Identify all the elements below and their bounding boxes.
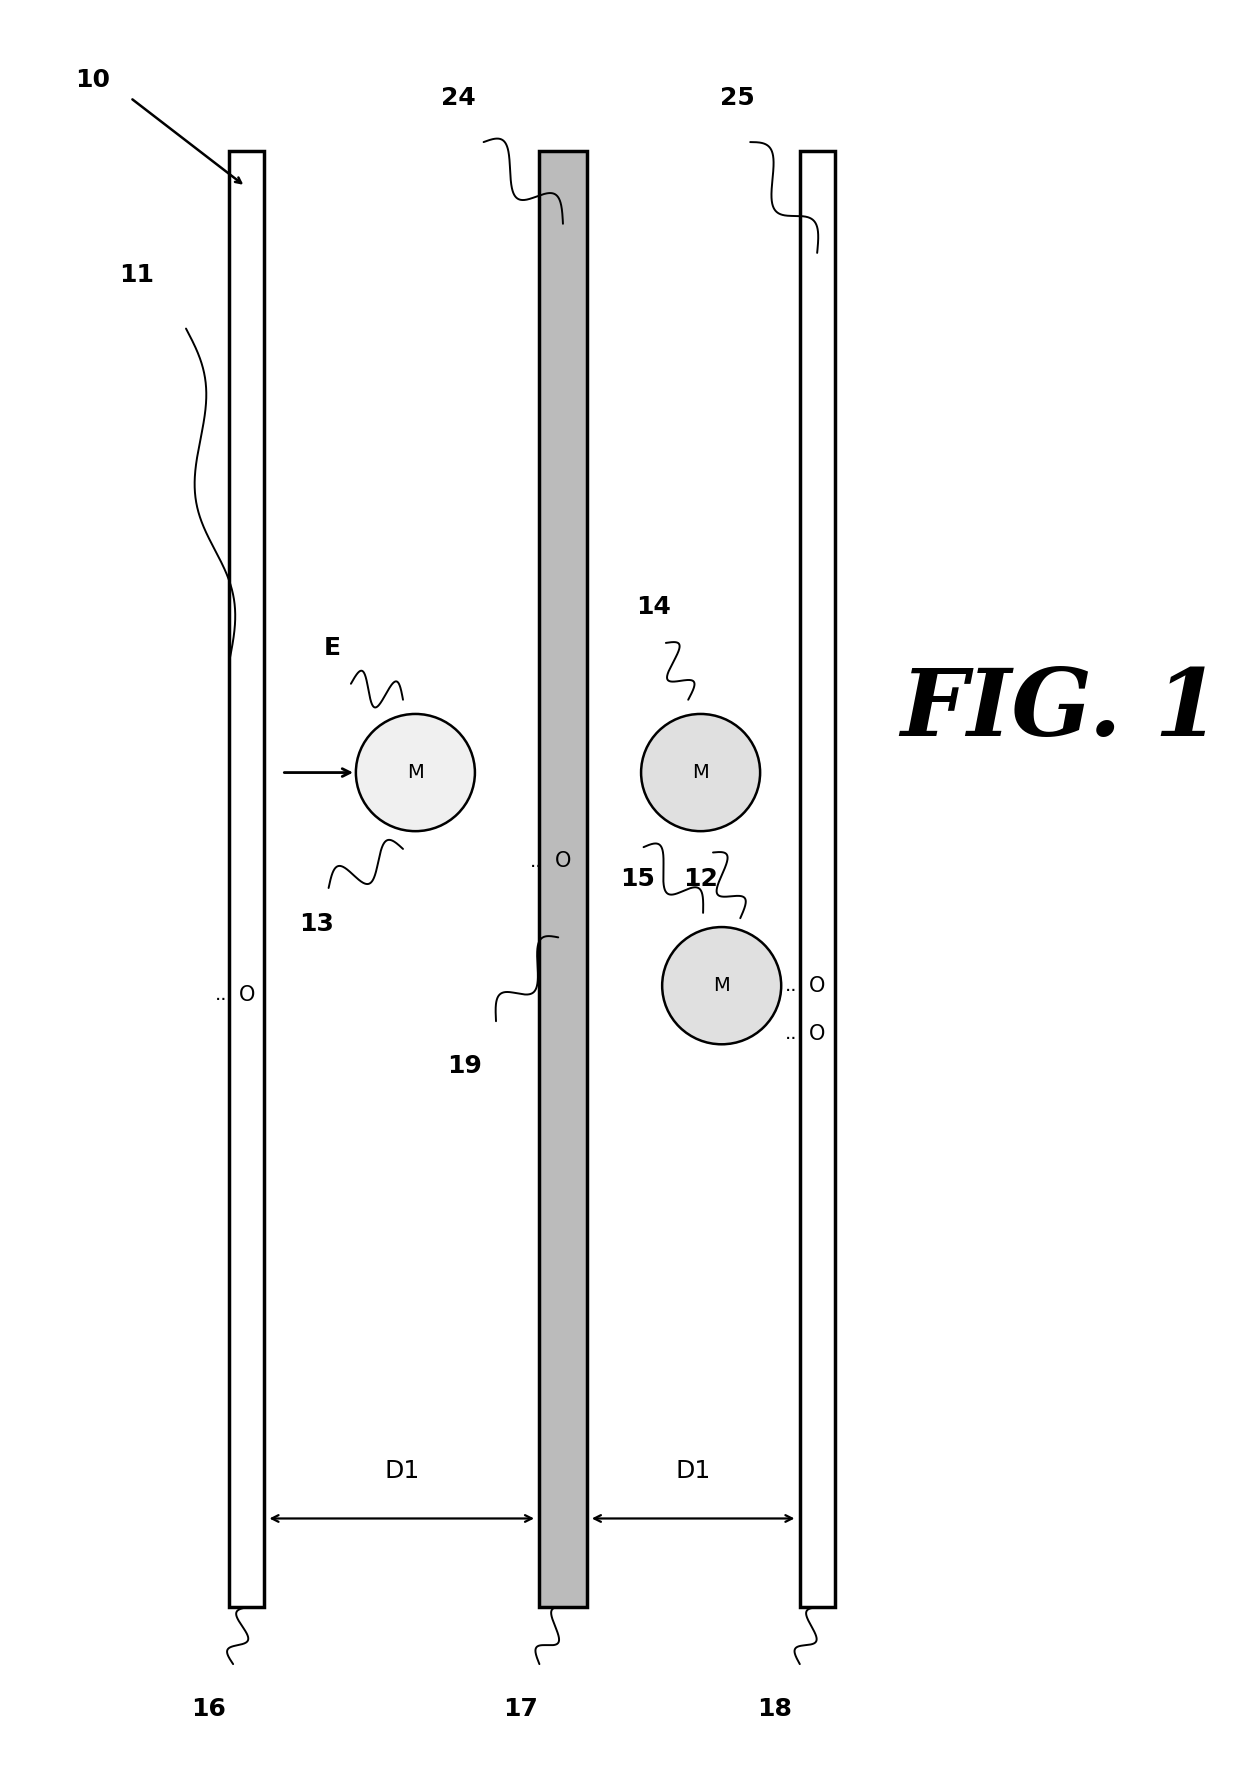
Text: 11: 11: [119, 263, 154, 288]
Text: D1: D1: [676, 1458, 711, 1483]
Bar: [800, 151, 835, 1607]
Text: 24: 24: [441, 85, 476, 110]
Text: D1: D1: [384, 1458, 419, 1483]
Text: ..: ..: [785, 1025, 797, 1043]
Text: 19: 19: [448, 1053, 482, 1078]
Text: O: O: [554, 851, 572, 872]
Text: ..: ..: [785, 977, 797, 995]
Text: O: O: [808, 975, 826, 996]
Text: 12: 12: [683, 867, 718, 892]
Text: 15: 15: [620, 867, 655, 892]
Text: 18: 18: [758, 1696, 792, 1721]
Text: 13: 13: [299, 911, 334, 936]
Text: FIG. 1: FIG. 1: [900, 666, 1220, 755]
Text: ..: ..: [529, 852, 542, 870]
Text: M: M: [713, 977, 730, 995]
Text: 10: 10: [76, 67, 110, 92]
Bar: [539, 151, 587, 1607]
Text: 14: 14: [636, 595, 671, 620]
Text: ..: ..: [215, 986, 227, 1003]
Text: E: E: [324, 636, 341, 661]
Text: 16: 16: [191, 1696, 226, 1721]
Ellipse shape: [356, 714, 475, 831]
Text: O: O: [238, 984, 255, 1005]
Ellipse shape: [641, 714, 760, 831]
Bar: [229, 151, 264, 1607]
Text: 17: 17: [503, 1696, 538, 1721]
Ellipse shape: [662, 927, 781, 1044]
Text: O: O: [808, 1023, 826, 1044]
Text: 25: 25: [720, 85, 755, 110]
Text: M: M: [692, 764, 709, 781]
Text: M: M: [407, 764, 424, 781]
